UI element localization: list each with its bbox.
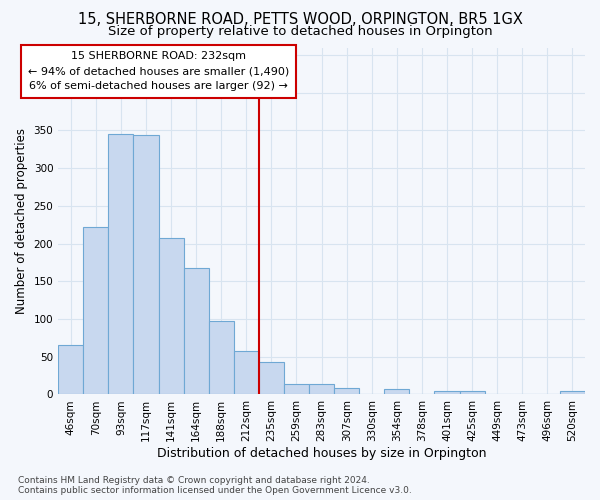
Bar <box>158 238 184 394</box>
Bar <box>259 362 284 394</box>
Bar <box>334 388 359 394</box>
Text: 15, SHERBORNE ROAD, PETTS WOOD, ORPINGTON, BR5 1GX: 15, SHERBORNE ROAD, PETTS WOOD, ORPINGTO… <box>77 12 523 28</box>
Y-axis label: Number of detached properties: Number of detached properties <box>15 128 28 314</box>
Text: Contains HM Land Registry data © Crown copyright and database right 2024.
Contai: Contains HM Land Registry data © Crown c… <box>18 476 412 495</box>
Bar <box>234 352 259 395</box>
Bar <box>460 390 485 394</box>
Bar <box>560 392 585 394</box>
Bar <box>209 320 234 394</box>
Bar <box>83 227 109 394</box>
Bar <box>434 390 460 394</box>
Text: 15 SHERBORNE ROAD: 232sqm
← 94% of detached houses are smaller (1,490)
6% of sem: 15 SHERBORNE ROAD: 232sqm ← 94% of detac… <box>28 52 289 91</box>
Bar <box>385 389 409 394</box>
X-axis label: Distribution of detached houses by size in Orpington: Distribution of detached houses by size … <box>157 447 487 460</box>
Bar <box>133 135 158 394</box>
Bar <box>109 134 133 394</box>
Bar <box>284 384 309 394</box>
Bar <box>184 268 209 394</box>
Bar <box>58 346 83 395</box>
Bar <box>309 384 334 394</box>
Text: Size of property relative to detached houses in Orpington: Size of property relative to detached ho… <box>107 25 493 38</box>
